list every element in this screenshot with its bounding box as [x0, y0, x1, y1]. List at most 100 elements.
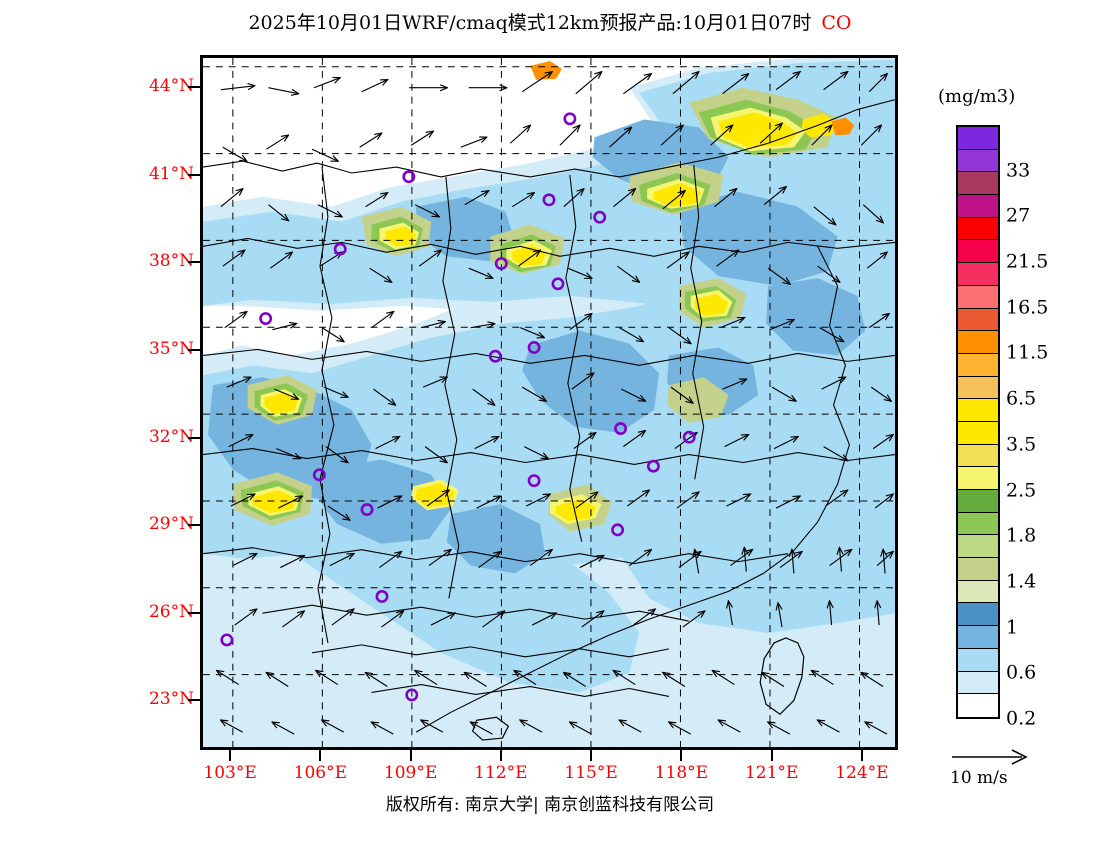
colorbar-tick-label: 33: [1006, 159, 1031, 182]
longitude-tick-label: 109°E: [383, 763, 438, 783]
conc-band-6-5: [530, 60, 855, 136]
colorbar-cell[interactable]: [958, 285, 998, 309]
colorbar-cell[interactable]: [958, 603, 998, 627]
colorbar[interactable]: [956, 125, 1000, 719]
colorbar-tick-label: 0.2: [1006, 707, 1037, 730]
latitude-tick: [188, 86, 200, 89]
station-marker[interactable]: [551, 277, 565, 291]
colorbar-cell[interactable]: [958, 626, 998, 649]
wind-vectors: [217, 72, 893, 735]
colorbar-labels: 33 27 21.5 16.5 11.5 6.5 3.5 2.5 1.8 1.4 1 0.6 0.2: [1006, 125, 1096, 728]
colorbar-cell[interactable]: [958, 467, 998, 490]
latitude-tick: [188, 524, 200, 527]
station-marker[interactable]: [405, 688, 419, 702]
colorbar-cell[interactable]: [958, 399, 998, 422]
latitude-tick-label: 41°N: [148, 163, 194, 184]
colorbar-cell[interactable]: [958, 127, 998, 150]
latitude-tick: [188, 348, 200, 351]
longitude-tick-label: 103°E: [203, 763, 257, 783]
colorbar-cell[interactable]: [958, 240, 998, 264]
colorbar-cell[interactable]: [958, 376, 998, 400]
page-title: 2025年10月01日WRF/cmaq模式12km预报产品:10月01日07时 C…: [0, 8, 1100, 35]
latitude-tick-label: 26°N: [148, 601, 194, 622]
station-marker[interactable]: [527, 474, 541, 488]
station-marker[interactable]: [312, 468, 326, 482]
wind-scale-key: 10 m/s: [950, 748, 1090, 788]
station-marker[interactable]: [614, 422, 628, 435]
station-marker[interactable]: [563, 112, 577, 126]
station-marker[interactable]: [593, 210, 607, 224]
colorbar-cell[interactable]: [958, 694, 998, 717]
taiwan-outline: [759, 637, 805, 716]
conc-band-3-5: [252, 112, 838, 521]
station-marker[interactable]: [646, 459, 660, 473]
colorbar-tick-label: 27: [1006, 204, 1031, 227]
station-marker[interactable]: [402, 170, 416, 184]
station-marker[interactable]: [220, 633, 234, 647]
longitude-tick-label: 115°E: [564, 763, 618, 783]
arrow-right-icon: [952, 749, 1028, 765]
station-marker[interactable]: [259, 312, 273, 325]
colorbar-tick-label: 3.5: [1006, 433, 1037, 456]
colorbar-tick-label: 16.5: [1006, 296, 1049, 319]
forecast-map[interactable]: [200, 55, 898, 750]
latitude-tick: [188, 261, 200, 264]
colorbar-tick-label: 1.4: [1006, 570, 1037, 593]
latitude-tick: [188, 436, 200, 439]
colorbar-unit: (mg/m3): [938, 86, 1016, 107]
colorbar-tick-label: 6.5: [1006, 387, 1037, 410]
longitude-tick: [319, 750, 322, 761]
colorbar-cell[interactable]: [958, 580, 998, 604]
colorbar-cell[interactable]: [958, 558, 998, 581]
latitude-tick-label: 38°N: [148, 251, 194, 272]
station-marker[interactable]: [488, 349, 502, 363]
colorbar-cell[interactable]: [958, 195, 998, 218]
colorbar-cell[interactable]: [958, 648, 998, 672]
latitude-tick-label: 23°N: [148, 689, 194, 710]
station-marker[interactable]: [360, 503, 374, 517]
colorbar-cell[interactable]: [958, 353, 998, 377]
longitude-tick: [590, 750, 593, 761]
longitude-tick: [860, 750, 863, 761]
colorbar-cell[interactable]: [958, 444, 998, 468]
longitude-tick-label: 106°E: [293, 763, 348, 783]
colorbar-cell[interactable]: [958, 149, 998, 173]
colorbar-cell[interactable]: [958, 217, 998, 241]
hainan-outline: [471, 716, 510, 741]
station-marker[interactable]: [611, 523, 625, 537]
longitude-tick: [499, 750, 502, 761]
station-marker[interactable]: [682, 430, 696, 444]
title-species: CO: [821, 12, 852, 34]
colorbar-tick-label: 1: [1006, 616, 1019, 639]
colorbar-cell[interactable]: [958, 671, 998, 695]
colorbar-cell[interactable]: [958, 490, 998, 513]
colorbar-cell[interactable]: [958, 535, 998, 559]
colorbar-cell[interactable]: [958, 308, 998, 332]
latitude-tick: [188, 699, 200, 702]
longitude-tick-label: 124°E: [835, 763, 889, 783]
colorbar-cell[interactable]: [958, 331, 998, 354]
longitude-tick: [229, 750, 232, 761]
station-marker[interactable]: [375, 590, 389, 603]
colorbar-cell[interactable]: [958, 421, 998, 445]
longitude-tick: [409, 750, 412, 761]
latitude-tick-label: 32°N: [148, 426, 194, 447]
latitude-tick: [188, 611, 200, 614]
latitude-tick-label: 29°N: [148, 514, 194, 535]
colorbar-cell[interactable]: [958, 512, 998, 536]
colorbar-tick-label: 11.5: [1006, 341, 1049, 364]
latitude-tick-label: 44°N: [148, 76, 194, 97]
station-markers[interactable]: [220, 112, 696, 702]
station-marker[interactable]: [333, 242, 347, 256]
station-marker[interactable]: [542, 193, 556, 207]
colorbar-cell[interactable]: [958, 172, 998, 196]
colorbar-cell[interactable]: [958, 263, 998, 286]
colorbar-tick-label: 1.8: [1006, 524, 1037, 547]
wind-scale-label: 10 m/s: [950, 768, 1008, 788]
station-marker[interactable]: [527, 341, 541, 354]
latitude-tick: [188, 173, 200, 176]
longitude-tick-label: 118°E: [654, 763, 709, 783]
station-marker[interactable]: [494, 257, 508, 270]
longitude-tick-label: 112°E: [474, 763, 528, 783]
copyright-notice: 版权所有: 南京大学| 南京创蓝科技有限公司: [385, 795, 715, 815]
